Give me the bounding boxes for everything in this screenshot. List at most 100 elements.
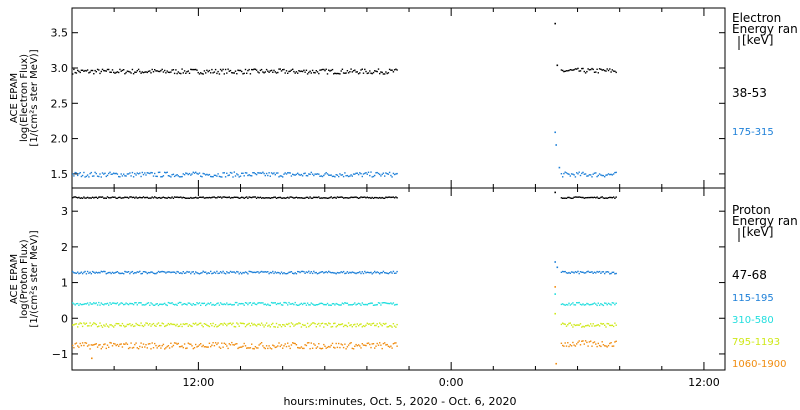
data-point bbox=[298, 347, 300, 349]
data-point bbox=[237, 174, 239, 176]
data-point bbox=[321, 347, 324, 350]
data-point bbox=[262, 71, 264, 73]
data-point bbox=[134, 325, 136, 327]
data-point bbox=[392, 270, 395, 273]
data-point bbox=[246, 271, 248, 274]
data-point bbox=[614, 70, 616, 72]
legend-entry: 175-315 bbox=[732, 127, 774, 138]
data-point bbox=[171, 271, 173, 273]
data-point bbox=[366, 304, 368, 306]
data-point bbox=[109, 341, 111, 344]
data-point bbox=[278, 303, 280, 305]
data-point bbox=[164, 171, 166, 174]
data-point bbox=[567, 324, 569, 326]
data-point bbox=[329, 70, 331, 72]
data-point bbox=[282, 176, 284, 178]
data-point bbox=[101, 303, 104, 305]
data-point bbox=[295, 196, 298, 198]
data-point bbox=[116, 197, 119, 199]
data-point bbox=[288, 197, 290, 199]
data-point bbox=[257, 302, 259, 304]
data-point bbox=[264, 197, 266, 199]
data-point bbox=[602, 271, 605, 273]
data-point bbox=[384, 272, 386, 274]
data-point bbox=[582, 171, 584, 174]
data-point bbox=[98, 344, 100, 346]
y-tick-label: 0 bbox=[61, 312, 68, 325]
data-point bbox=[90, 197, 92, 199]
data-point bbox=[367, 323, 370, 325]
data-point bbox=[593, 271, 596, 273]
data-point bbox=[86, 196, 89, 199]
legend-entry: 115-195 bbox=[732, 293, 774, 304]
data-point bbox=[385, 172, 387, 174]
data-point bbox=[263, 303, 265, 306]
data-point bbox=[287, 172, 289, 174]
data-point bbox=[144, 324, 146, 326]
data-point bbox=[131, 171, 134, 174]
data-point bbox=[167, 196, 170, 199]
data-point bbox=[280, 70, 283, 72]
data-point bbox=[106, 196, 109, 198]
data-point bbox=[366, 271, 368, 273]
data-point bbox=[335, 174, 337, 176]
data-point bbox=[356, 172, 358, 174]
data-point bbox=[234, 175, 237, 177]
data-point bbox=[172, 323, 175, 326]
data-point bbox=[279, 273, 281, 275]
data-point bbox=[203, 271, 206, 273]
data-point bbox=[190, 325, 192, 327]
data-point bbox=[80, 69, 83, 71]
data-point bbox=[600, 322, 602, 325]
data-point bbox=[362, 272, 365, 275]
data-point bbox=[253, 323, 255, 325]
data-point bbox=[278, 176, 280, 178]
data-point bbox=[80, 344, 83, 347]
data-point bbox=[191, 197, 193, 199]
data-point bbox=[572, 302, 574, 304]
data-point bbox=[144, 172, 146, 174]
data-point bbox=[185, 172, 187, 174]
data-point bbox=[149, 172, 151, 175]
data-point bbox=[198, 344, 201, 346]
data-point bbox=[365, 197, 367, 199]
data-point bbox=[318, 72, 320, 75]
data-point bbox=[150, 171, 152, 174]
data-point bbox=[565, 345, 568, 347]
data-point bbox=[130, 325, 132, 327]
data-point bbox=[165, 172, 167, 174]
data-point bbox=[380, 197, 382, 199]
data-point bbox=[192, 347, 194, 350]
data-point bbox=[288, 345, 290, 347]
data-point bbox=[272, 173, 274, 175]
data-point bbox=[567, 173, 569, 175]
data-point bbox=[367, 303, 370, 305]
data-point bbox=[137, 271, 140, 273]
data-point bbox=[581, 304, 583, 306]
data-point bbox=[578, 340, 580, 342]
data-point bbox=[157, 70, 160, 73]
data-point bbox=[395, 173, 397, 175]
data-point bbox=[203, 197, 206, 199]
data-point bbox=[289, 172, 291, 174]
data-point bbox=[167, 345, 170, 347]
data-point bbox=[371, 323, 373, 325]
data-point bbox=[221, 323, 223, 325]
data-point bbox=[395, 272, 397, 274]
data-point bbox=[236, 343, 238, 345]
data-point bbox=[341, 323, 344, 325]
data-point bbox=[577, 302, 579, 304]
data-point bbox=[361, 271, 363, 273]
data-point bbox=[96, 197, 99, 199]
data-point bbox=[390, 196, 392, 199]
data-point bbox=[160, 324, 162, 327]
data-point bbox=[362, 72, 365, 74]
data-point bbox=[149, 197, 151, 199]
data-point bbox=[352, 303, 355, 305]
data-point bbox=[381, 325, 383, 327]
data-point bbox=[326, 73, 329, 75]
data-point bbox=[74, 171, 76, 174]
data-point bbox=[579, 344, 582, 346]
data-point bbox=[200, 343, 202, 345]
data-point bbox=[273, 326, 275, 328]
